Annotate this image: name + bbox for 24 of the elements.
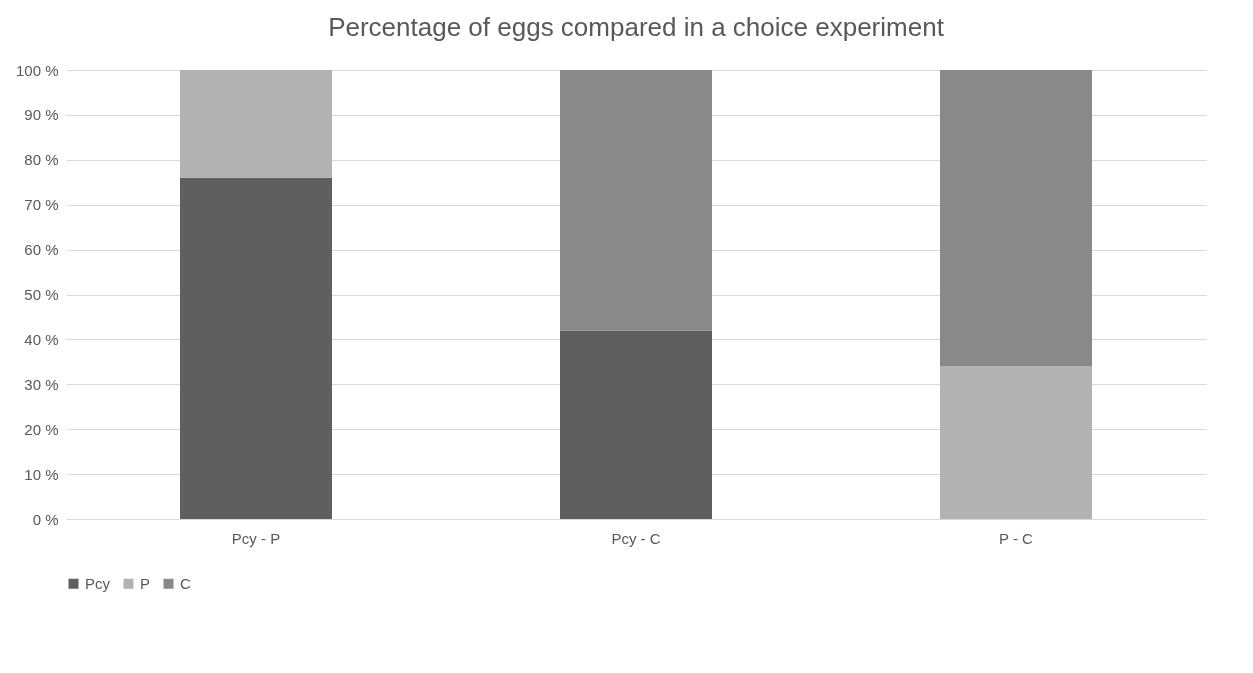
bar <box>180 70 332 178</box>
bar <box>560 70 712 331</box>
y-tick-label: 30 % <box>24 375 59 393</box>
y-tick-label: 70 % <box>24 196 59 214</box>
x-tick-label: Pcy - C <box>611 529 661 547</box>
legend-label: P <box>140 574 151 592</box>
bar <box>560 330 712 519</box>
y-tick-label: 40 % <box>24 330 59 348</box>
x-tick-label: Pcy - P <box>231 529 281 547</box>
bar <box>180 177 332 519</box>
bar <box>940 366 1092 519</box>
x-tick-label: P - C <box>999 529 1034 547</box>
y-tick-label: 0 % <box>32 510 59 528</box>
y-tick-label: 10 % <box>24 465 59 483</box>
y-tick-label: 50 % <box>24 286 59 303</box>
y-tick-label: 100 % <box>15 61 59 79</box>
y-tick-label: 90 % <box>24 106 59 124</box>
chart-title: Percentage of eggs compared in a choice experiment <box>328 12 945 42</box>
bar <box>940 70 1092 367</box>
legend-label: Pcy <box>85 574 111 592</box>
y-tick-label: 20 % <box>24 420 59 438</box>
y-tick-label: 60 % <box>24 241 59 259</box>
y-tick-label: 80 % <box>24 151 59 169</box>
legend-label: C <box>180 574 191 592</box>
